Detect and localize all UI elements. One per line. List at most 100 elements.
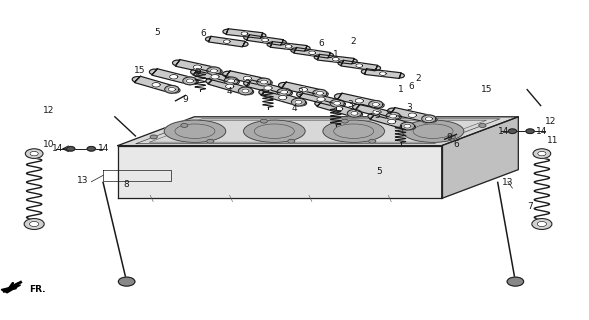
Text: 3: 3 xyxy=(374,111,380,120)
Text: 12: 12 xyxy=(545,117,557,126)
Circle shape xyxy=(29,221,39,227)
Circle shape xyxy=(181,124,188,127)
Text: 8: 8 xyxy=(124,180,130,188)
Text: 3: 3 xyxy=(244,79,250,88)
Text: FR.: FR. xyxy=(29,285,46,294)
Polygon shape xyxy=(316,91,323,95)
Polygon shape xyxy=(262,38,269,42)
Polygon shape xyxy=(388,108,437,123)
Polygon shape xyxy=(285,44,292,48)
Circle shape xyxy=(532,219,552,229)
Circle shape xyxy=(118,277,135,286)
Polygon shape xyxy=(277,88,292,96)
Circle shape xyxy=(507,277,524,286)
Circle shape xyxy=(87,147,95,151)
Circle shape xyxy=(67,147,75,151)
Ellipse shape xyxy=(164,120,226,142)
Circle shape xyxy=(24,219,44,229)
Polygon shape xyxy=(257,78,271,86)
Polygon shape xyxy=(244,80,292,96)
Polygon shape xyxy=(314,54,358,64)
Circle shape xyxy=(526,129,534,133)
Text: 2: 2 xyxy=(350,37,356,46)
Circle shape xyxy=(537,221,547,227)
Polygon shape xyxy=(210,69,217,73)
Polygon shape xyxy=(351,111,358,115)
Text: 15: 15 xyxy=(134,66,146,75)
Polygon shape xyxy=(353,104,401,120)
Polygon shape xyxy=(211,75,219,79)
Circle shape xyxy=(369,140,376,143)
Circle shape xyxy=(508,129,517,133)
Polygon shape xyxy=(338,60,380,71)
Text: 5: 5 xyxy=(376,167,382,176)
Polygon shape xyxy=(348,109,362,117)
Polygon shape xyxy=(173,60,222,75)
Polygon shape xyxy=(333,101,340,105)
Polygon shape xyxy=(280,90,287,94)
Polygon shape xyxy=(356,64,363,68)
Text: 6: 6 xyxy=(454,140,459,148)
Polygon shape xyxy=(313,89,327,97)
Polygon shape xyxy=(170,75,178,79)
Polygon shape xyxy=(168,87,176,91)
Polygon shape xyxy=(243,76,252,81)
Polygon shape xyxy=(259,89,307,106)
Text: 3: 3 xyxy=(348,100,353,108)
Polygon shape xyxy=(227,79,234,83)
Polygon shape xyxy=(191,69,239,85)
Polygon shape xyxy=(118,117,518,146)
Polygon shape xyxy=(408,113,416,117)
Polygon shape xyxy=(297,91,345,107)
Text: 9: 9 xyxy=(183,95,188,104)
Polygon shape xyxy=(388,119,396,124)
Circle shape xyxy=(207,140,214,143)
Polygon shape xyxy=(317,97,325,101)
Text: 13: 13 xyxy=(502,178,514,187)
Polygon shape xyxy=(379,72,386,76)
Ellipse shape xyxy=(244,120,305,142)
Polygon shape xyxy=(295,100,302,104)
Polygon shape xyxy=(401,122,415,130)
Circle shape xyxy=(260,119,267,123)
Circle shape xyxy=(538,151,546,156)
Text: 14: 14 xyxy=(536,127,548,136)
Polygon shape xyxy=(330,100,345,107)
Polygon shape xyxy=(118,146,442,198)
Polygon shape xyxy=(165,85,179,93)
Text: 7: 7 xyxy=(527,202,533,211)
Text: 4: 4 xyxy=(292,104,297,113)
Polygon shape xyxy=(389,114,396,118)
Polygon shape xyxy=(223,71,272,86)
Polygon shape xyxy=(224,77,239,85)
Circle shape xyxy=(288,140,295,143)
Circle shape xyxy=(479,124,486,127)
Polygon shape xyxy=(373,110,381,114)
Polygon shape xyxy=(242,89,249,93)
Text: 3: 3 xyxy=(194,68,200,76)
Text: 13: 13 xyxy=(77,176,88,185)
Text: 14: 14 xyxy=(498,127,509,136)
Circle shape xyxy=(25,149,43,158)
Text: 9: 9 xyxy=(446,133,452,142)
Polygon shape xyxy=(425,117,432,121)
Polygon shape xyxy=(335,93,384,108)
Polygon shape xyxy=(206,78,254,95)
Text: 6: 6 xyxy=(200,29,206,38)
Polygon shape xyxy=(292,98,306,106)
Polygon shape xyxy=(267,42,310,51)
Text: 14: 14 xyxy=(98,144,110,153)
Text: 14: 14 xyxy=(52,144,64,153)
Polygon shape xyxy=(279,95,287,100)
Polygon shape xyxy=(244,35,286,45)
Polygon shape xyxy=(315,100,363,117)
Text: 1: 1 xyxy=(398,85,403,94)
Polygon shape xyxy=(372,102,379,106)
Circle shape xyxy=(422,119,429,123)
Text: 11: 11 xyxy=(547,136,558,145)
Polygon shape xyxy=(223,40,230,44)
Polygon shape xyxy=(193,65,201,69)
Text: 12: 12 xyxy=(42,106,54,115)
Polygon shape xyxy=(186,79,193,83)
Polygon shape xyxy=(309,51,316,55)
